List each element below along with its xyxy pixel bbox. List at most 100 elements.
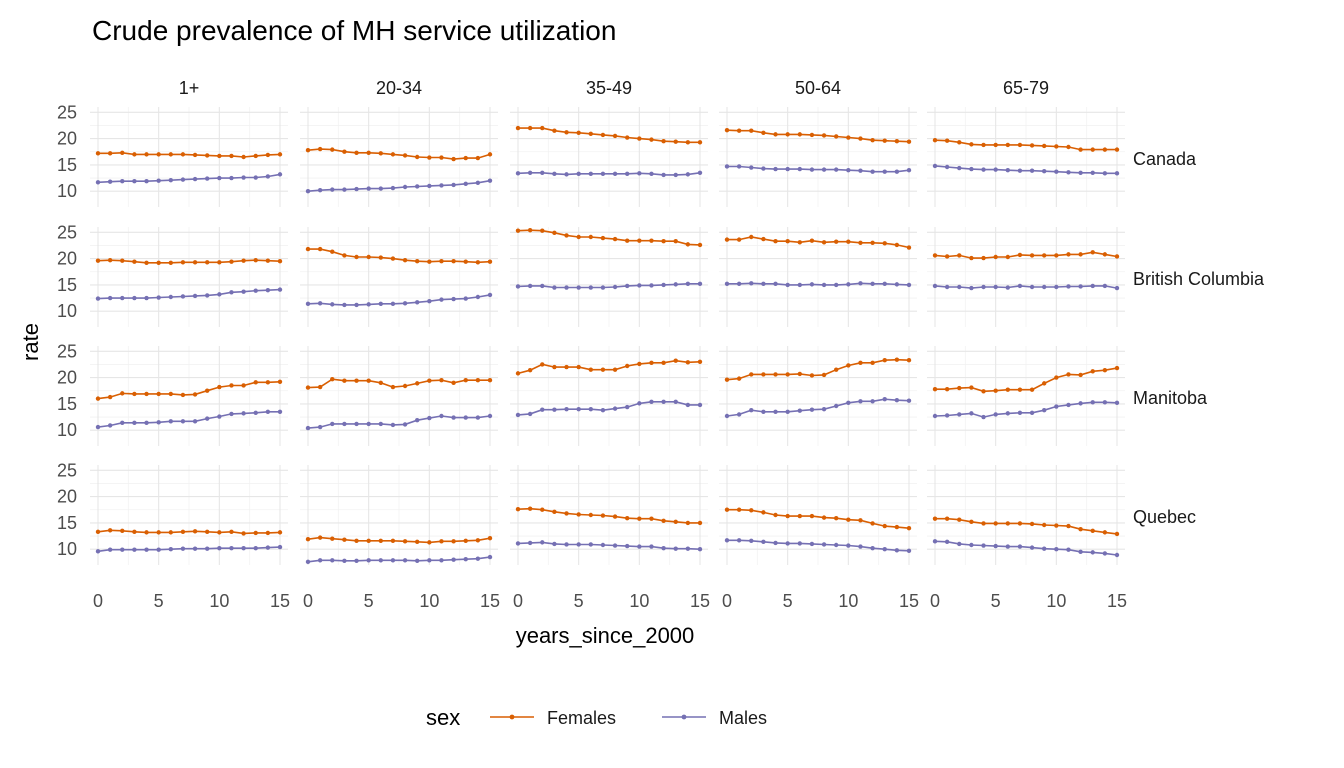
data-point-females: [858, 240, 863, 245]
data-point-females: [1066, 523, 1071, 529]
data-point-females: [894, 357, 900, 362]
data-point-females: [697, 242, 703, 248]
data-point-males: [969, 285, 974, 291]
x-tick-label: 0: [513, 591, 523, 611]
y-tick-label: 15: [57, 513, 77, 533]
data-point-females: [697, 359, 703, 364]
data-point-females: [527, 506, 533, 511]
data-point-females: [576, 364, 581, 370]
data-point-males: [906, 398, 912, 403]
data-point-males: [402, 422, 408, 427]
row-strip-quebec: Quebec: [1133, 507, 1196, 527]
data-point-males: [390, 185, 396, 191]
data-point-males: [1005, 285, 1010, 290]
data-point-females: [906, 525, 912, 531]
data-point-males: [797, 166, 802, 172]
data-point-females: [944, 138, 950, 143]
data-point-females: [1078, 372, 1083, 378]
data-point-females: [366, 150, 371, 155]
data-point-males: [156, 420, 161, 425]
data-point-males: [858, 399, 863, 404]
data-point-females: [120, 258, 125, 263]
data-point-males: [612, 406, 618, 411]
data-point-females: [969, 255, 974, 261]
data-point-females: [1102, 147, 1108, 152]
data-point-males: [736, 412, 742, 417]
data-point-males: [451, 182, 456, 188]
data-point-males: [625, 404, 630, 410]
data-point-females: [785, 372, 790, 377]
data-point-males: [993, 167, 998, 172]
data-point-females: [564, 364, 569, 370]
data-point-females: [957, 517, 962, 522]
column-strip-1plus: 1+: [179, 78, 200, 98]
data-point-females: [475, 378, 481, 383]
y-tick-label: 15: [57, 155, 77, 175]
data-point-males: [612, 543, 618, 548]
data-point-males: [858, 168, 863, 173]
data-point-females: [354, 378, 359, 383]
data-point-males: [1102, 400, 1108, 405]
legend-key-point: [509, 714, 515, 720]
data-point-males: [1078, 401, 1083, 406]
series-line-females: [726, 358, 910, 381]
data-point-males: [132, 179, 137, 184]
series-line-males: [97, 288, 281, 300]
data-point-females: [217, 153, 222, 159]
data-point-females: [612, 236, 618, 242]
data-point-males: [451, 415, 456, 420]
data-point-males: [487, 413, 493, 419]
data-point-females: [797, 371, 802, 377]
data-point-males: [265, 174, 271, 179]
data-point-females: [637, 238, 642, 243]
data-point-males: [1017, 168, 1023, 173]
data-point-females: [366, 254, 371, 260]
data-point-males: [637, 401, 642, 406]
data-point-females: [685, 360, 691, 365]
data-point-females: [515, 371, 521, 376]
data-point-males: [354, 186, 359, 192]
data-point-males: [894, 282, 900, 287]
data-point-females: [1102, 368, 1108, 373]
data-point-males: [1114, 171, 1120, 176]
series-line-females: [97, 529, 281, 535]
data-point-females: [637, 136, 642, 141]
data-point-females: [156, 260, 161, 265]
data-point-males: [107, 295, 113, 301]
data-point-females: [1042, 522, 1047, 528]
data-point-females: [1090, 528, 1095, 533]
data-point-males: [475, 415, 481, 420]
data-point-females: [773, 372, 778, 377]
data-point-females: [993, 388, 998, 393]
series-line-males: [307, 294, 491, 306]
data-point-males: [305, 559, 311, 565]
data-point-males: [773, 281, 778, 287]
data-point-females: [415, 381, 420, 386]
data-point-females: [576, 512, 581, 517]
data-point-females: [253, 257, 258, 263]
data-point-males: [761, 166, 766, 171]
data-point-males: [661, 172, 666, 178]
data-point-females: [205, 260, 210, 265]
data-point-females: [1017, 521, 1023, 526]
data-point-males: [761, 409, 766, 414]
data-point-males: [906, 548, 912, 553]
data-point-males: [834, 167, 839, 172]
data-point-females: [1005, 142, 1010, 148]
series-line-females: [307, 536, 491, 544]
data-point-females: [487, 378, 493, 383]
data-point-females: [736, 376, 742, 381]
data-point-males: [932, 413, 938, 419]
data-point-females: [797, 513, 802, 519]
data-point-females: [969, 142, 974, 147]
data-point-females: [870, 360, 875, 366]
data-point-females: [144, 391, 149, 397]
data-point-females: [600, 367, 606, 372]
data-point-females: [1078, 147, 1083, 152]
x-tick-label: 0: [303, 591, 313, 611]
data-point-males: [600, 285, 606, 290]
data-point-males: [882, 169, 887, 174]
data-point-females: [773, 239, 778, 244]
data-point-females: [736, 507, 742, 512]
data-point-males: [527, 170, 533, 175]
